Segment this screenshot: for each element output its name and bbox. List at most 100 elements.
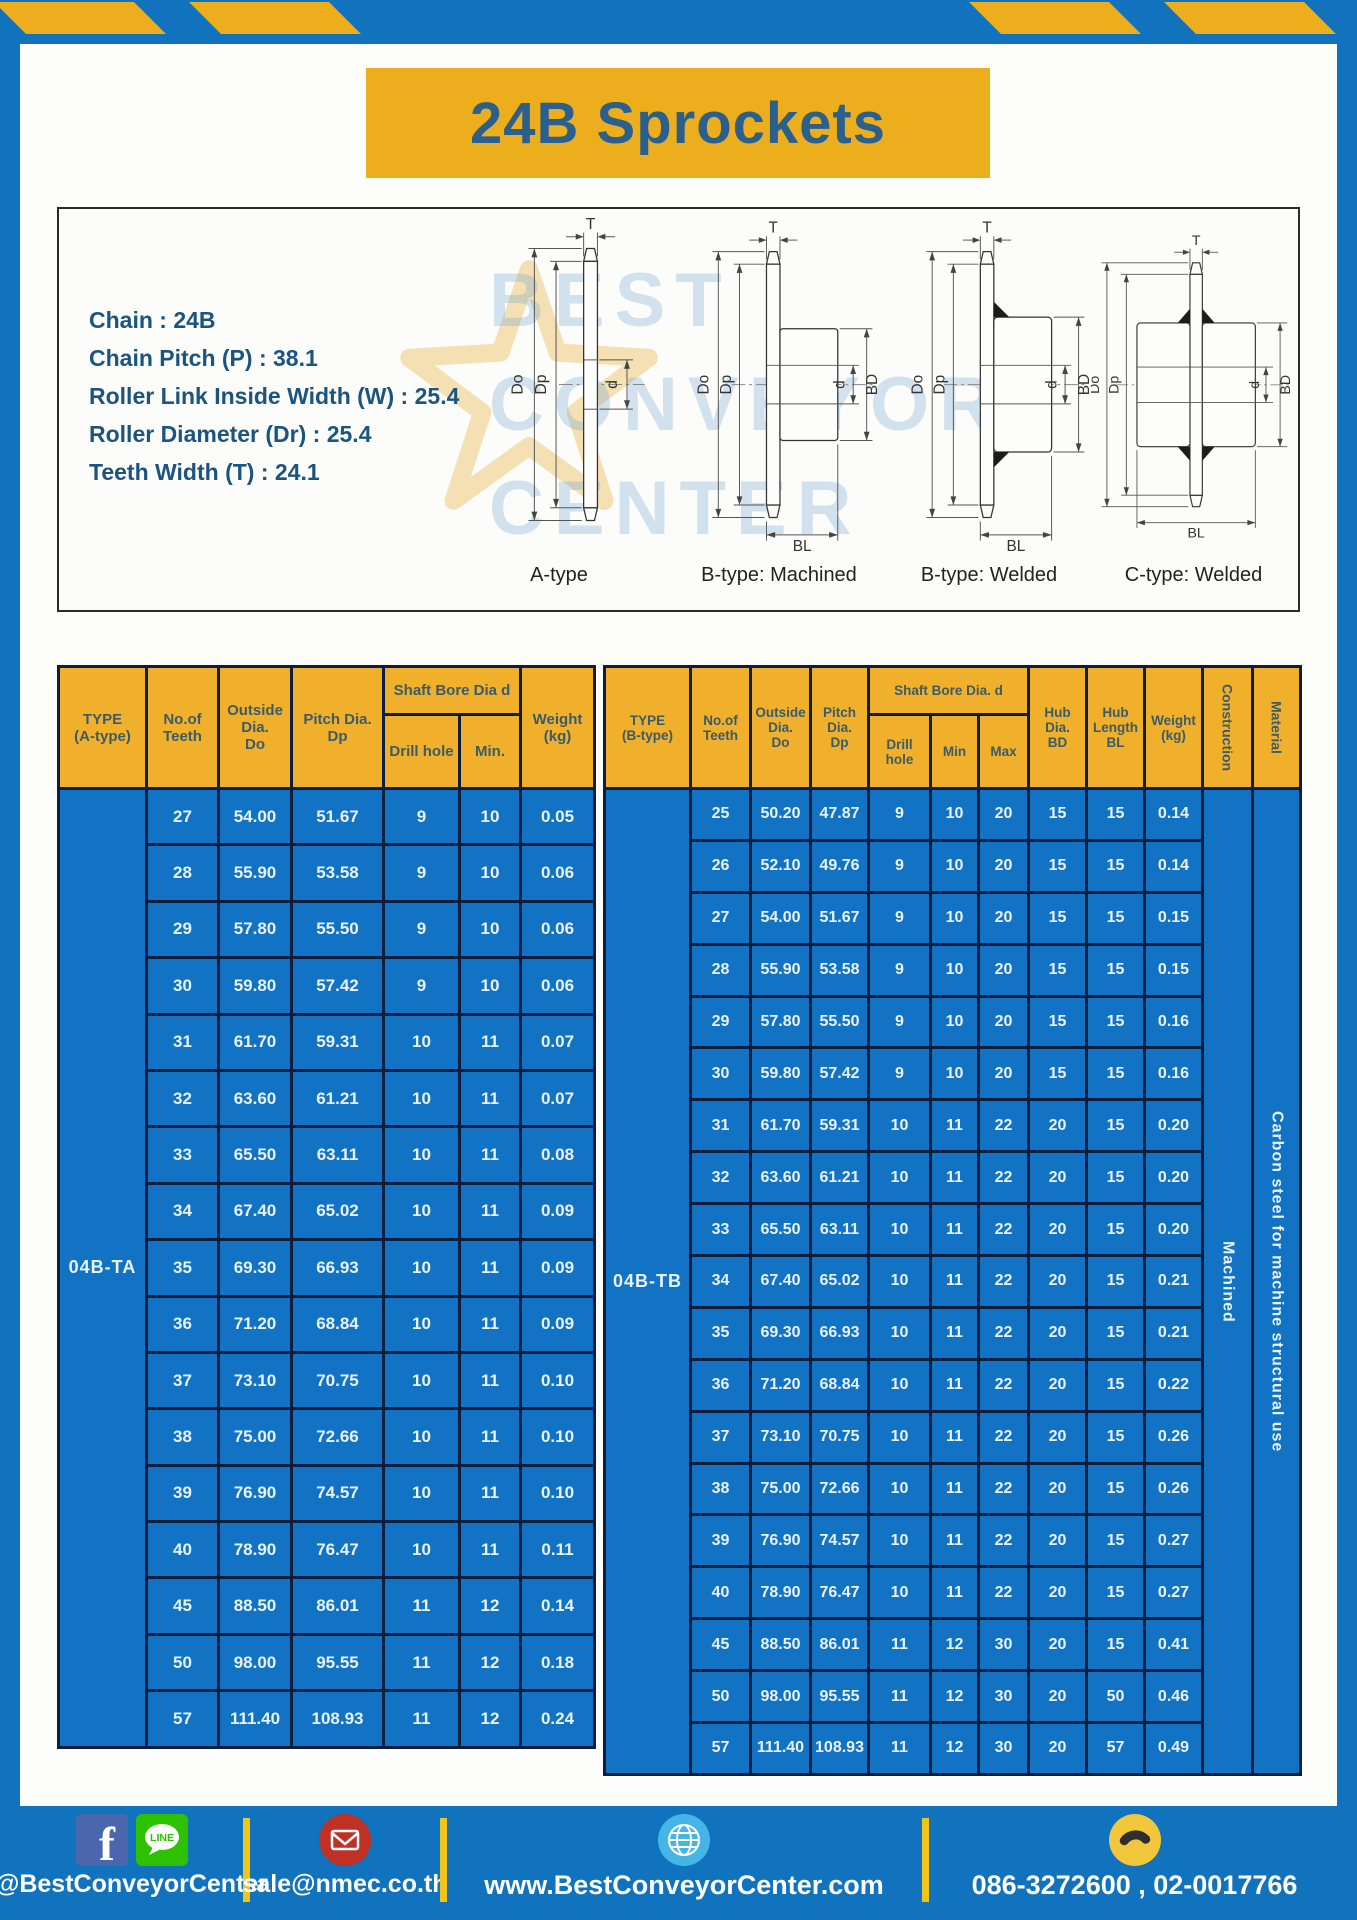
diagonal-stripe <box>0 2 166 34</box>
cell: 22 <box>977 1357 1030 1413</box>
cell: 15 <box>1027 787 1088 842</box>
cell: 12 <box>458 1632 522 1693</box>
cell: 0.10 <box>519 1350 596 1411</box>
cell: 0.49 <box>1143 1721 1204 1776</box>
col-header-type-a: TYPE (A-type) <box>57 665 148 790</box>
cell: 0.14 <box>519 1576 596 1636</box>
col-header-pitch-dia: Pitch Dia. Dp <box>290 665 385 790</box>
cell: 0.14 <box>1143 838 1204 894</box>
cell: 22 <box>977 1409 1030 1465</box>
table-row: 57 111.40 108.93 11 12 0.24 <box>59 1689 596 1749</box>
cell: 10 <box>458 956 522 1016</box>
cell: 10 <box>867 1202 932 1258</box>
cell: 57 <box>1085 1721 1146 1776</box>
cell: 12 <box>929 1669 980 1725</box>
phone-numbers[interactable]: 086-3272600 , 02-0017766 <box>971 1870 1298 1900</box>
table-row: 29 57.80 55.50 9 10 0.06 <box>59 899 596 960</box>
cell: 0.09 <box>519 1238 596 1298</box>
cell: 76.47 <box>809 1565 870 1621</box>
cell: 10 <box>867 1150 932 1206</box>
spec-pitch: Chain Pitch (P) : 38.1 <box>89 345 318 371</box>
cell: 22 <box>977 1461 1030 1517</box>
cell: 55.50 <box>809 994 870 1050</box>
table-row: 32 63.60 61.21 10 11 22 20 15 0.20 <box>605 1150 1301 1206</box>
cell: 72.66 <box>809 1461 870 1517</box>
cell: 0.22 <box>1143 1357 1204 1413</box>
cell: 57.42 <box>809 1046 870 1102</box>
svg-text:Do: Do <box>696 375 713 395</box>
cell: 9 <box>867 942 932 998</box>
cell: 0.11 <box>519 1520 596 1580</box>
cell: 9 <box>867 994 932 1050</box>
cell: 63.11 <box>290 1125 385 1185</box>
diagram-label-c-welded: C-type: Welded <box>1124 564 1263 586</box>
cell: 15 <box>1085 838 1146 894</box>
cell: 0.15 <box>1143 890 1204 946</box>
social-handle[interactable]: @BestConveyorCenter <box>0 1870 269 1898</box>
table-row: 31 61.70 59.31 10 11 22 20 15 0.20 <box>605 1098 1301 1154</box>
cell: 0.07 <box>519 1012 596 1072</box>
cell: 65.50 <box>217 1125 293 1185</box>
cell: 10 <box>382 1407 461 1467</box>
cell: 34 <box>145 1181 220 1242</box>
svg-text:BL: BL <box>1007 538 1026 555</box>
diagram-b-type-welded: Do Dp T d BD <box>884 217 1094 587</box>
table-row: 39 76.90 74.57 10 11 22 20 15 0.27 <box>605 1513 1301 1569</box>
globe-icon[interactable] <box>658 1814 710 1866</box>
table-row: 30 59.80 57.42 9 10 20 15 15 0.16 <box>605 1046 1301 1102</box>
cell: 20 <box>977 994 1030 1050</box>
cell: 53.58 <box>809 942 870 998</box>
spec-teeth-width: Teeth Width (T) : 24.1 <box>89 459 320 485</box>
cell: 66.93 <box>290 1238 385 1298</box>
email-address[interactable]: sale@nmec.co.th <box>242 1870 448 1898</box>
cell: 9 <box>382 956 461 1016</box>
col-header-teeth: No.of Teeth <box>145 665 220 790</box>
cell: 22 <box>977 1202 1030 1258</box>
cell: 0.08 <box>519 1125 596 1185</box>
cell: 38 <box>689 1461 752 1517</box>
cell: 20 <box>1027 1461 1088 1517</box>
cell: 10 <box>929 1046 980 1102</box>
svg-text:BD: BD <box>1076 374 1093 395</box>
footer-divider <box>243 1818 250 1902</box>
col-header-outside-dia: Outside Dia. Do <box>749 665 812 790</box>
type-b-label: 04B-TB <box>603 787 692 1776</box>
cell: 11 <box>382 1576 461 1636</box>
cell: 11 <box>929 1202 980 1258</box>
col-header-drill-hole: Drill hole <box>867 713 932 790</box>
cell: 20 <box>977 838 1030 894</box>
cell: 0.46 <box>1143 1669 1204 1725</box>
phone-icon[interactable] <box>1108 1814 1161 1866</box>
cell: 95.55 <box>290 1632 385 1693</box>
cell: 10 <box>929 838 980 894</box>
cell: 22 <box>977 1513 1030 1569</box>
footer-email: sale@nmec.co.th <box>243 1812 448 1916</box>
page-border-left <box>0 0 20 1920</box>
facebook-icon[interactable]: f <box>75 1814 128 1866</box>
cell: 10 <box>458 786 522 847</box>
cell: 15 <box>1085 787 1146 842</box>
cell: 37 <box>145 1350 220 1411</box>
cell: 10 <box>382 1350 461 1411</box>
cell: 63.11 <box>809 1202 870 1258</box>
svg-text:d: d <box>604 380 621 389</box>
cell: 28 <box>145 843 220 903</box>
line-icon[interactable]: LINE <box>135 1814 188 1866</box>
cell: 10 <box>867 1409 932 1465</box>
cell: 20 <box>1027 1150 1088 1206</box>
cell: 0.14 <box>1143 787 1204 842</box>
cell: 11 <box>382 1689 461 1749</box>
mail-icon[interactable] <box>319 1814 371 1866</box>
table-row: 40 78.90 76.47 10 11 0.11 <box>59 1520 596 1580</box>
cell: 10 <box>867 1565 932 1621</box>
cell: 10 <box>867 1305 932 1361</box>
cell: 75.00 <box>749 1461 812 1517</box>
website-url[interactable]: www.BestConveyorCenter.com <box>484 1870 884 1900</box>
cell: 20 <box>977 890 1030 946</box>
b-type-welded-drawing: Do Dp T d BD <box>910 219 1094 555</box>
col-header-construction: Construction <box>1201 665 1254 790</box>
col-header-material: Material <box>1251 665 1302 790</box>
cell: 10 <box>929 787 980 842</box>
cell: 10 <box>382 1012 461 1072</box>
